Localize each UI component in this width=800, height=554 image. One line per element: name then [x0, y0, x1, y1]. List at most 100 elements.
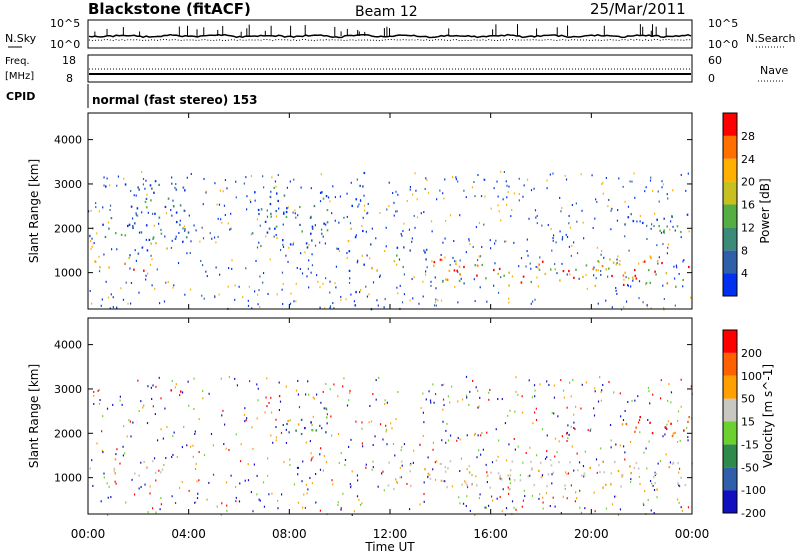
- range-cell: [619, 444, 621, 447]
- range-cell: [526, 178, 529, 181]
- range-cell: [439, 462, 442, 465]
- range-cell: [468, 403, 470, 406]
- range-cell: [622, 185, 624, 188]
- range-cell: [181, 481, 183, 484]
- range-cell: [349, 389, 351, 392]
- range-cell: [183, 425, 185, 428]
- range-cell: [435, 298, 437, 301]
- range-cell: [457, 271, 459, 274]
- range-cell: [245, 267, 247, 270]
- range-cell: [393, 487, 395, 491]
- range-cell: [444, 178, 446, 181]
- range-cell: [127, 302, 129, 305]
- range-cell: [656, 496, 658, 499]
- range-cell: [343, 216, 345, 219]
- range-cell: [549, 458, 552, 462]
- range-cell: [480, 434, 482, 437]
- range-cell: [350, 484, 352, 487]
- range-cell: [329, 305, 332, 308]
- range-cell: [120, 287, 122, 290]
- range-cell: [274, 227, 276, 230]
- range-cell: [282, 424, 284, 427]
- range-cell: [643, 260, 646, 263]
- range-cell: [569, 381, 571, 384]
- range-cell: [439, 258, 442, 261]
- range-cell: [312, 456, 314, 459]
- range-cell: [619, 259, 621, 262]
- range-cell: [680, 378, 682, 381]
- range-cell: [442, 420, 444, 423]
- range-cell: [461, 483, 464, 486]
- range-cell: [275, 418, 277, 421]
- range-cell: [203, 297, 205, 300]
- range-cell: [307, 380, 309, 383]
- range-cell: [395, 210, 397, 213]
- range-cell: [670, 391, 673, 394]
- range-cell: [508, 477, 511, 480]
- range-cell: [475, 386, 477, 389]
- range-cell: [527, 475, 530, 478]
- range-cell: [600, 253, 602, 256]
- range-cell: [174, 386, 176, 389]
- range-cell: [275, 426, 277, 429]
- range-cell: [175, 383, 177, 386]
- range-cell: [245, 419, 247, 422]
- range-cell: [531, 467, 533, 470]
- range-cell: [570, 425, 572, 428]
- range-cell: [685, 189, 687, 192]
- range-cell: [314, 224, 316, 227]
- range-cell: [149, 184, 152, 187]
- range-cell: [575, 497, 578, 500]
- range-cell: [485, 506, 488, 509]
- colorbar-frame: [722, 112, 738, 297]
- range-cell: [613, 460, 616, 464]
- range-cell: [451, 485, 454, 488]
- range-cell: [515, 376, 517, 379]
- range-cell: [91, 237, 93, 240]
- range-cell: [401, 234, 403, 237]
- range-cell: [252, 448, 254, 451]
- colorbar-segment: [723, 273, 737, 296]
- range-cell: [630, 478, 632, 481]
- range-cell: [420, 407, 422, 410]
- range-cell: [297, 473, 299, 476]
- range-cell: [662, 307, 665, 310]
- range-cell: [485, 463, 487, 466]
- range-cell: [580, 474, 583, 477]
- range-cell: [477, 406, 479, 409]
- range-cell: [423, 481, 425, 484]
- range-cell: [195, 229, 197, 232]
- range-cell: [319, 286, 321, 289]
- range-cell: [322, 235, 324, 238]
- range-cell: [327, 196, 330, 199]
- range-cell: [112, 306, 114, 309]
- range-cell: [183, 225, 186, 228]
- range-cell: [363, 171, 366, 175]
- range-cell: [359, 184, 361, 187]
- range-cell: [566, 439, 568, 442]
- range-cell: [324, 242, 326, 245]
- range-cell: [466, 483, 468, 487]
- range-cell: [538, 497, 540, 500]
- range-cell: [396, 246, 399, 249]
- range-cell: [662, 284, 664, 287]
- power-ylabel: Slant Range [km]: [27, 159, 41, 263]
- range-cell: [113, 469, 116, 472]
- range-cell: [654, 471, 656, 474]
- range-cell: [392, 443, 395, 446]
- range-cell: [116, 306, 118, 309]
- range-cell: [108, 485, 110, 488]
- range-cell: [336, 247, 338, 250]
- range-cell: [206, 498, 208, 501]
- range-cell: [138, 188, 141, 191]
- range-cell: [372, 444, 374, 447]
- range-cell: [582, 465, 585, 468]
- range-cell: [203, 454, 206, 457]
- range-cell: [269, 258, 271, 261]
- range-cell: [651, 190, 654, 193]
- range-cell: [442, 192, 444, 195]
- range-cell: [389, 422, 392, 425]
- range-cell: [337, 433, 340, 436]
- range-cell: [117, 175, 120, 178]
- nsearch-tick-top: 10^5: [708, 17, 738, 30]
